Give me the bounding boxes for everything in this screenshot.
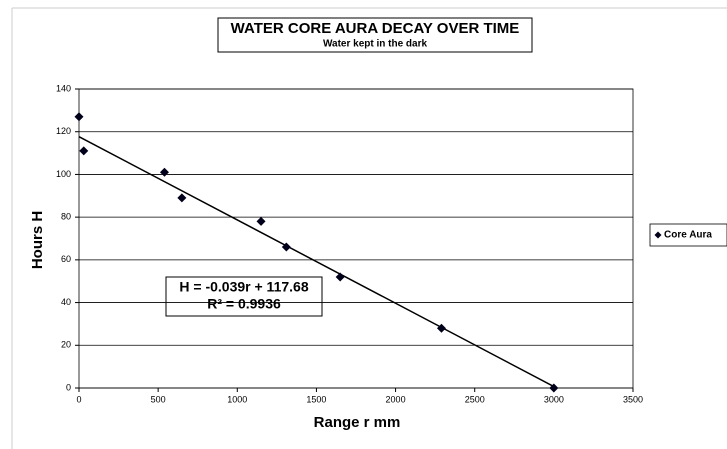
y-axis-label: Hours H — [29, 211, 46, 269]
point — [436, 323, 446, 333]
point — [177, 193, 187, 203]
annotation-box — [165, 276, 323, 317]
legend-label: Core Aura — [664, 230, 712, 241]
x-axis-label: Range r mm — [314, 414, 401, 431]
x-tick-label: 1000 — [227, 394, 247, 404]
y-tick-label: 0 — [66, 382, 71, 392]
y-tick-label: 120 — [56, 126, 71, 136]
trendline — [78, 136, 555, 388]
point — [281, 242, 291, 252]
y-tick-label: 80 — [61, 212, 71, 222]
trendline-equation: H = -0.039r + 117.68 — [179, 279, 308, 295]
legend-marker — [654, 231, 662, 239]
trendline-r2: R² = 0.9936 — [207, 296, 281, 312]
y-tick-label: 140 — [56, 83, 71, 93]
y-tick-label: 60 — [61, 254, 71, 264]
point — [74, 112, 84, 122]
x-tick-label: 0 — [76, 394, 81, 404]
x-tick-label: 2500 — [465, 394, 485, 404]
y-tick-label: 20 — [61, 340, 71, 350]
point — [549, 383, 559, 393]
point — [256, 216, 266, 226]
x-tick-label: 500 — [151, 394, 166, 404]
chart-subtitle: Water kept in the dark — [323, 39, 428, 50]
y-tick-label: 100 — [56, 169, 71, 179]
y-tick-label: 40 — [61, 297, 71, 307]
legend-box — [649, 223, 727, 247]
point — [79, 146, 89, 156]
title-box — [217, 17, 533, 53]
x-tick-label: 2000 — [386, 394, 406, 404]
point — [159, 167, 169, 177]
point — [335, 272, 345, 282]
x-tick-label: 1500 — [306, 394, 326, 404]
plot-border — [78, 88, 634, 389]
x-tick-label: 3000 — [544, 394, 564, 404]
chart-title: WATER CORE AURA DECAY OVER TIME — [231, 20, 520, 37]
x-tick-label: 3500 — [623, 394, 643, 404]
